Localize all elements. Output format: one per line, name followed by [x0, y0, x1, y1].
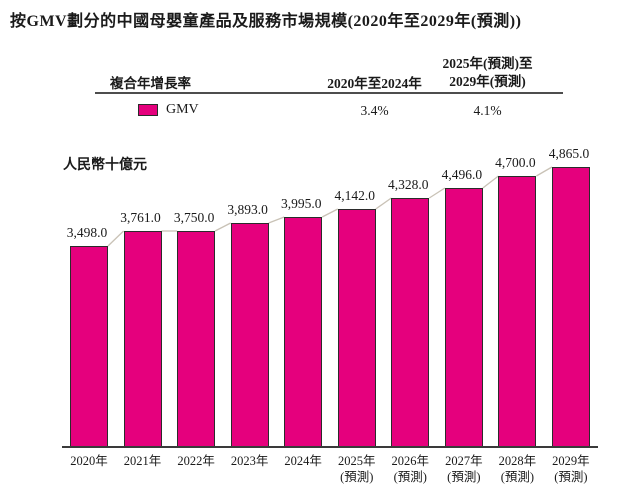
- gmv-legend-label: GMV: [166, 102, 199, 117]
- cagr-col1-header: 2020年至2024年: [327, 76, 422, 91]
- bar-value-label: 3,498.0: [66, 225, 108, 240]
- x-tick-label: 2029年 (預測): [552, 454, 590, 485]
- x-tick-label: 2027年 (預測): [445, 454, 483, 485]
- bar-2020年: [70, 246, 108, 447]
- bar-value-label: 4,700.0: [495, 155, 536, 170]
- cagr-col1-value: 3.4%: [360, 103, 389, 118]
- x-tick-label: 2022年: [177, 454, 215, 468]
- bar-2022年: [177, 231, 216, 447]
- bar-2026年: [391, 198, 430, 447]
- bar-value-label: 4,142.0: [334, 188, 376, 203]
- bar-2029年: [551, 167, 590, 447]
- gmv-legend-swatch: [138, 104, 158, 116]
- bar-value-label: 3,761.0: [120, 210, 161, 225]
- x-tick-label: 2026年 (預測): [391, 454, 430, 485]
- y-axis-unit-label: 人民幣十億元: [63, 158, 147, 173]
- bar-2027年: [444, 188, 483, 447]
- bar-2025年: [337, 209, 376, 447]
- cagr-col2-header-line2: 2029年(預測): [449, 74, 526, 90]
- x-tick-label: 2021年: [123, 454, 162, 468]
- x-tick-label: 2023年: [230, 454, 269, 468]
- cagr-col2-header-line1: 2025年(預測)至: [442, 56, 533, 71]
- cagr-col2-header: 2025年(預測)至 2029年(預測): [420, 55, 555, 91]
- x-tick-label: 2028年 (預測): [498, 454, 537, 485]
- bar-value-label: 3,750.0: [173, 210, 215, 225]
- chart-title: 按GMV劃分的中國母嬰童產品及服務市場規模(2020年至2029年(預測)): [10, 13, 522, 30]
- x-tick-label: 2024年: [284, 454, 322, 468]
- x-tick-label: 2025年 (預測): [337, 454, 376, 485]
- table-header-divider: [95, 92, 563, 94]
- bar-2024年: [284, 217, 323, 447]
- x-tick-label: 2020年: [70, 454, 108, 468]
- bar-value-label: 4,865.0: [548, 146, 590, 161]
- bar-value-label: 4,328.0: [388, 177, 429, 192]
- bar-2023年: [230, 223, 269, 447]
- cagr-col2-value: 4.1%: [473, 103, 502, 118]
- bar-value-label: 4,496.0: [441, 167, 483, 182]
- bar-value-label: 3,995.0: [280, 196, 322, 211]
- bar-value-label: 3,893.0: [227, 202, 268, 217]
- cagr-table-row-header: 複合年增長率: [110, 76, 191, 91]
- bar-2021年: [123, 231, 162, 447]
- bar-2028年: [498, 176, 537, 447]
- x-axis-line: [62, 446, 598, 448]
